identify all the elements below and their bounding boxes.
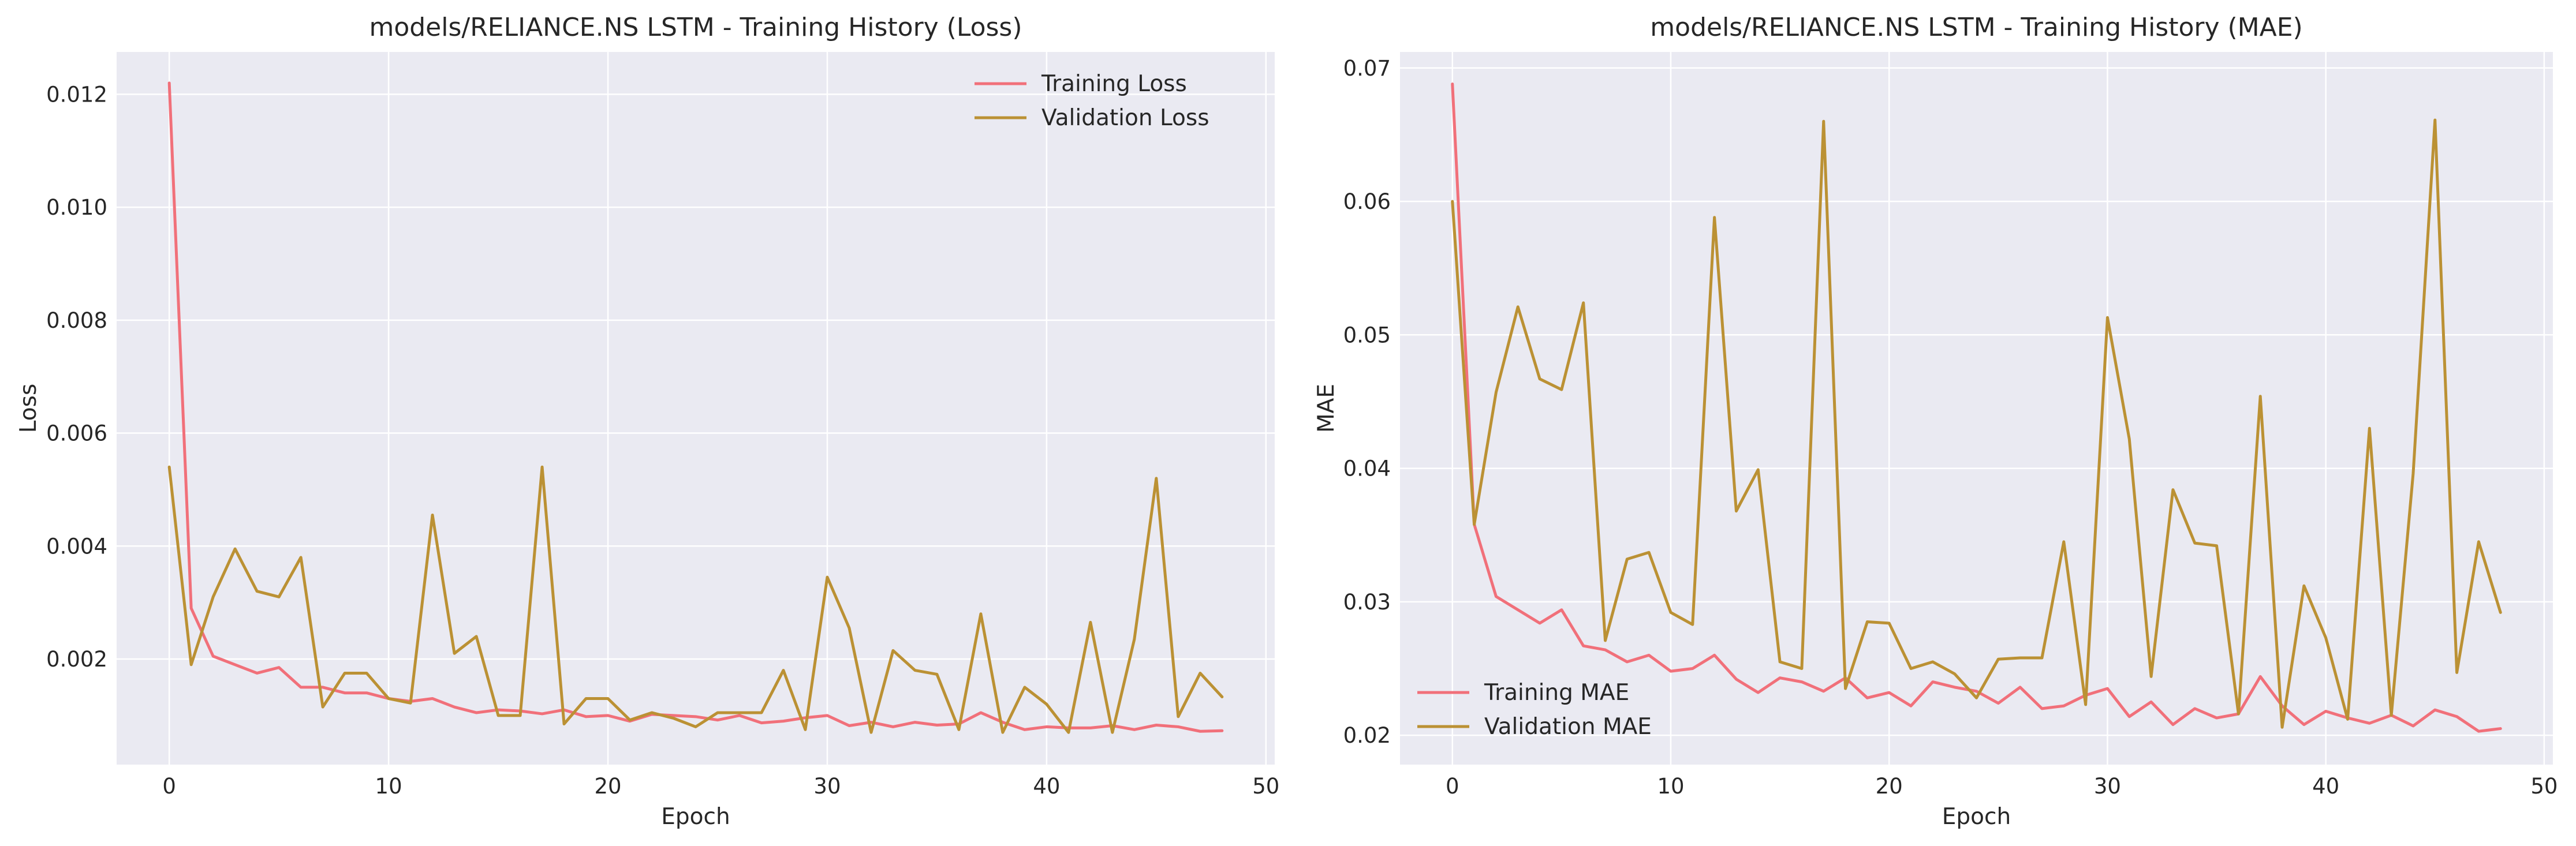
x-tick-label: 30 bbox=[2094, 774, 2121, 799]
chart-title: models/RELIANCE.NS LSTM - Training Histo… bbox=[369, 13, 1022, 42]
series-line-training-mae bbox=[1451, 83, 2502, 733]
y-axis-label: Loss bbox=[16, 384, 42, 433]
series-line-validation-loss bbox=[167, 465, 1224, 734]
legend-label: Training MAE bbox=[1484, 680, 1629, 706]
legend-label: Training Loss bbox=[1041, 71, 1187, 97]
x-tick-label: 0 bbox=[162, 774, 176, 799]
y-tick-label: 0.04 bbox=[1343, 456, 1391, 481]
series-line-validation-mae bbox=[1451, 118, 2502, 729]
y-tick-label: 0.008 bbox=[46, 308, 107, 333]
x-tick-label: 30 bbox=[813, 774, 841, 799]
series-line-training-loss bbox=[167, 81, 1224, 733]
legend: Training Loss Validation Loss bbox=[975, 71, 1209, 131]
x-tick-label: 10 bbox=[1657, 774, 1684, 799]
x-tick-label: 10 bbox=[375, 774, 402, 799]
y-axis-label: MAE bbox=[1313, 384, 1339, 433]
x-tick-label: 20 bbox=[594, 774, 621, 799]
y-tick-label: 0.006 bbox=[46, 421, 107, 446]
chart-panel-1: 0 10 20 30 40 50 0.002 0.004 0.006 0.008 0.010 0.01… bbox=[16, 13, 1279, 830]
x-tick-label: 50 bbox=[2530, 774, 2558, 799]
y-tick-label: 0.05 bbox=[1343, 323, 1391, 347]
y-tick-label: 0.07 bbox=[1343, 56, 1391, 81]
x-tick-label: 50 bbox=[1252, 774, 1279, 799]
x-tick-label: 40 bbox=[2312, 774, 2339, 799]
y-tick-label: 0.002 bbox=[46, 647, 107, 672]
x-tick-label: 0 bbox=[1446, 774, 1459, 799]
y-tick-label: 0.06 bbox=[1343, 189, 1391, 214]
x-axis-label: Epoch bbox=[1942, 804, 2011, 830]
chart-title: models/RELIANCE.NS LSTM - Training Histo… bbox=[1650, 13, 2302, 42]
plot-area bbox=[117, 52, 1275, 765]
x-tick-label: 40 bbox=[1033, 774, 1060, 799]
legend-label: Validation MAE bbox=[1484, 714, 1652, 740]
legend-label: Validation Loss bbox=[1041, 105, 1209, 131]
y-tick-label: 0.02 bbox=[1343, 723, 1391, 748]
plot-area bbox=[1400, 52, 2553, 765]
y-tick-label: 0.010 bbox=[46, 195, 107, 220]
legend: Training MAE Validation MAE bbox=[1417, 680, 1652, 740]
x-tick-label: 20 bbox=[1876, 774, 1903, 799]
chart-panel-2: 0 10 20 30 40 50 0.02 0.03 0.04 0.05 0.06 0.07 model… bbox=[1313, 13, 2558, 830]
y-tick-label: 0.012 bbox=[46, 82, 107, 107]
y-tick-label: 0.004 bbox=[46, 534, 107, 559]
x-axis-label: Epoch bbox=[661, 804, 730, 830]
y-tick-label: 0.03 bbox=[1343, 590, 1391, 615]
